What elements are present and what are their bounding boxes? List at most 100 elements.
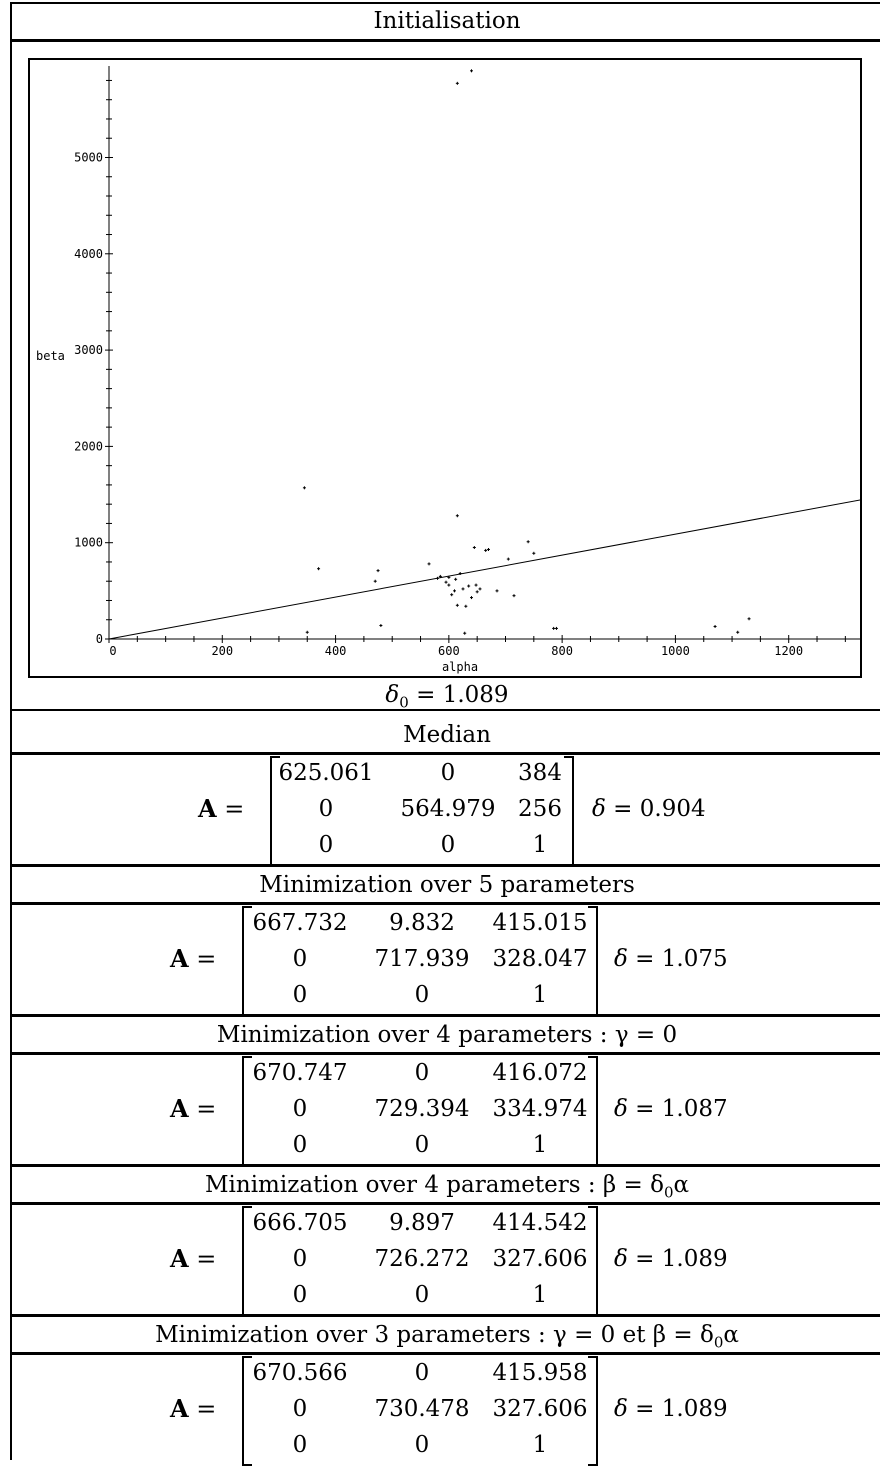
- matrix-cell: 0: [414, 982, 430, 1008]
- data-point: [495, 589, 499, 593]
- matrix-cell: 0: [292, 982, 308, 1008]
- x-tick-label: 400: [325, 644, 347, 658]
- matrix-cell: 9.897: [389, 1210, 455, 1236]
- matrix-cell: 726.272: [374, 1246, 470, 1272]
- matrix-cell: 0: [414, 1132, 430, 1158]
- data-point: [455, 603, 459, 607]
- y-tick-label: 4000: [74, 247, 103, 261]
- matrix-cell: 1: [532, 982, 548, 1008]
- y-tick-label: 3000: [74, 343, 103, 357]
- data-point: [474, 583, 478, 587]
- matrix-cell: 730.478: [374, 1396, 470, 1422]
- matrix-cell: 0: [414, 1282, 430, 1308]
- matrix-row-median: A = 625.061 0 384 0 564.979 256 0 0 1 δ = 0.904: [12, 754, 880, 866]
- data-point: [526, 540, 530, 544]
- chart-svg: 0 200 400 600 800 1000 1200 0 1000 2000 3000 4000 50…: [36, 66, 860, 674]
- matrix-row-min5: A = 667.732 9.832 415.015 0 717.939 328.047 0 0 1…: [12, 904, 880, 1016]
- data-point: [506, 557, 510, 561]
- matrix-cell: 0: [292, 1282, 308, 1308]
- data-point: [373, 579, 377, 583]
- rule: [12, 709, 880, 711]
- matrix-cell: 0: [292, 1132, 308, 1158]
- data-point: [552, 626, 556, 630]
- rule: [12, 752, 880, 755]
- matrix-cell: 0: [318, 832, 334, 858]
- data-point: [379, 624, 383, 628]
- matrix-cell: 0: [292, 1432, 308, 1458]
- y-tick-label: 1000: [74, 536, 103, 550]
- y-axis-label: beta: [36, 349, 65, 363]
- data-point: [444, 580, 448, 584]
- rule: [12, 1052, 880, 1055]
- matrix-cell: 256: [518, 796, 562, 822]
- matrix-cell: 0: [440, 832, 456, 858]
- min4-beta-title: Minimization over 4 parameters : β = δ0α: [204, 1172, 690, 1202]
- data-point: [475, 590, 479, 594]
- matrix-cell: 670.566: [252, 1360, 348, 1386]
- data-point: [305, 630, 309, 634]
- x-axis-label: alpha: [442, 660, 478, 674]
- matrix-cell: 0: [292, 946, 308, 972]
- data-point: [438, 574, 442, 578]
- matrix-cell: 667.732: [252, 910, 348, 936]
- data-point: [450, 593, 454, 597]
- matrix-label: A =: [198, 794, 245, 823]
- matrix-cell: 415.958: [492, 1360, 588, 1386]
- matrix-cell: 666.705: [252, 1210, 348, 1236]
- matrix-cell: 0: [292, 1396, 308, 1422]
- matrix-cell: 334.974: [492, 1096, 588, 1122]
- y-tick-label: 0: [96, 632, 103, 646]
- matrix-cell: 327.606: [492, 1396, 588, 1422]
- matrix: 670.566 0 415.958 0 730.478 327.606 0 0 1: [242, 1354, 598, 1466]
- matrix: 667.732 9.832 415.015 0 717.939 328.047 0 0 1: [242, 904, 598, 1016]
- data-point: [470, 69, 474, 73]
- data-point: [454, 577, 458, 581]
- matrix-row-min4-gamma: A = 670.747 0 416.072 0 729.394 334.974 0 0 1 δ = …: [12, 1054, 880, 1166]
- data-point: [484, 548, 488, 552]
- matrix-cell: 564.979: [400, 796, 496, 822]
- min3-title: Minimization over 3 parameters : γ = 0 e…: [155, 1322, 739, 1352]
- x-tick-label: 800: [551, 644, 573, 658]
- matrix-cell: 0: [292, 1096, 308, 1122]
- table-top-rule: [12, 2, 880, 4]
- median-title: Median: [403, 722, 491, 748]
- x-tick-label: 0: [109, 644, 116, 658]
- data-point: [747, 617, 751, 621]
- rule: [12, 1164, 880, 1167]
- data-point: [427, 562, 431, 566]
- data-point: [470, 596, 474, 600]
- matrix-delta: δ = 1.089: [614, 1396, 728, 1422]
- data-point: [463, 631, 467, 635]
- rule: [12, 1314, 880, 1317]
- x-tick-label: 1200: [774, 644, 803, 658]
- matrix-cell: 1: [532, 1282, 548, 1308]
- matrix: 666.705 9.897 414.542 0 726.272 327.606 0 0 1: [242, 1204, 598, 1316]
- fit-line: [108, 499, 860, 640]
- matrix-cell: 327.606: [492, 1246, 588, 1272]
- matrix-delta: δ = 1.075: [614, 946, 728, 972]
- data-point: [317, 567, 321, 571]
- data-point: [376, 569, 380, 573]
- matrix-row-min4-beta: A = 666.705 9.897 414.542 0 726.272 327.606 0 0 1…: [12, 1204, 880, 1316]
- y-tick-label: 2000: [74, 439, 103, 453]
- y-tick-label: 5000: [74, 150, 103, 164]
- matrix-label: A =: [170, 944, 217, 973]
- data-point: [467, 584, 471, 588]
- data-point: [458, 572, 462, 576]
- data-point: [455, 81, 459, 85]
- rule: [12, 1014, 880, 1017]
- min4-gamma-title: Minimization over 4 parameters : γ = 0: [216, 1022, 678, 1048]
- matrix-cell: 328.047: [492, 946, 588, 972]
- matrix-label: A =: [170, 1394, 217, 1423]
- data-point: [464, 604, 468, 608]
- matrix-cell: 0: [414, 1432, 430, 1458]
- matrix: 625.061 0 384 0 564.979 256 0 0 1: [270, 754, 574, 866]
- rule: [12, 1352, 880, 1355]
- matrix-cell: 1: [532, 1432, 548, 1458]
- matrix-cell: 415.015: [492, 910, 588, 936]
- data-point: [478, 587, 482, 591]
- matrix-label: A =: [170, 1094, 217, 1123]
- x-tick-label: 200: [211, 644, 233, 658]
- matrix-cell: 1: [532, 1132, 548, 1158]
- data-point: [736, 630, 740, 634]
